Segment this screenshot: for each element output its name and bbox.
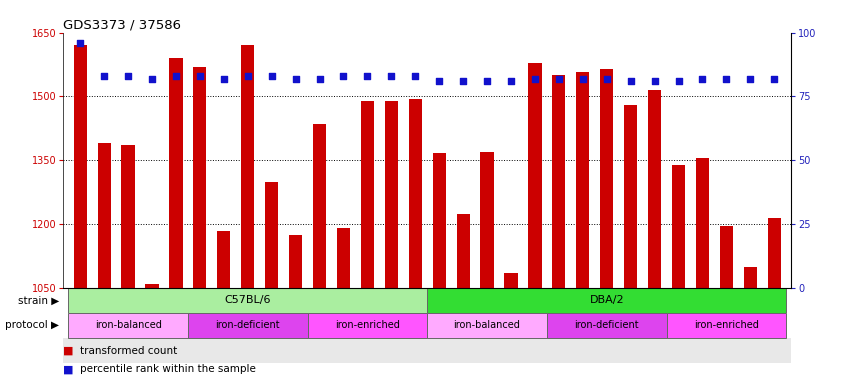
Text: percentile rank within the sample: percentile rank within the sample [80, 364, 256, 374]
Text: iron-balanced: iron-balanced [453, 320, 520, 331]
Bar [552, 75, 565, 288]
Point [576, 76, 590, 82]
Bar [767, 218, 781, 288]
Bar [409, 99, 422, 288]
Point [528, 76, 541, 82]
Bar [146, 284, 158, 288]
Point [481, 78, 494, 84]
Bar [427, 313, 547, 338]
Text: ■: ■ [63, 364, 74, 374]
Point [217, 76, 231, 82]
Point [265, 73, 278, 79]
Text: iron-balanced: iron-balanced [95, 320, 162, 331]
Point [456, 78, 470, 84]
Bar [289, 235, 302, 288]
Point [288, 76, 302, 82]
Point [121, 73, 135, 79]
Bar [122, 146, 135, 288]
Bar [720, 226, 733, 288]
Point [432, 78, 446, 84]
Point [624, 78, 637, 84]
Text: iron-enriched: iron-enriched [694, 320, 759, 331]
Text: iron-deficient: iron-deficient [216, 320, 280, 331]
Point [193, 73, 206, 79]
Point [600, 76, 613, 82]
Text: iron-enriched: iron-enriched [335, 320, 400, 331]
Bar [241, 45, 255, 288]
Bar [576, 72, 590, 288]
Bar [385, 101, 398, 288]
Bar [672, 165, 685, 288]
Bar [337, 228, 350, 288]
Bar [69, 288, 427, 313]
Text: iron-deficient: iron-deficient [574, 320, 639, 331]
Bar [313, 124, 326, 288]
Point [360, 73, 374, 79]
Point [504, 78, 518, 84]
Bar [74, 45, 87, 288]
Point [74, 40, 87, 46]
Point [385, 73, 398, 79]
Bar [360, 101, 374, 288]
Bar [188, 313, 308, 338]
Text: C57BL/6: C57BL/6 [224, 295, 271, 306]
Bar [547, 313, 667, 338]
Point [720, 76, 733, 82]
Bar [427, 288, 786, 313]
Point [313, 76, 327, 82]
Bar [481, 152, 494, 288]
Bar [265, 182, 278, 288]
Point [695, 76, 709, 82]
Text: protocol ▶: protocol ▶ [5, 320, 59, 331]
Point [552, 76, 566, 82]
Text: transformed count: transformed count [80, 346, 178, 356]
Text: strain ▶: strain ▶ [18, 295, 59, 306]
Bar [529, 63, 541, 288]
Bar [217, 230, 230, 288]
Bar [504, 273, 518, 288]
Bar [169, 58, 183, 288]
Point [169, 73, 183, 79]
Text: DBA/2: DBA/2 [590, 295, 624, 306]
Bar [744, 267, 757, 288]
Bar [600, 69, 613, 288]
Point [337, 73, 350, 79]
Bar [457, 214, 470, 288]
Point [672, 78, 685, 84]
Point [648, 78, 662, 84]
Bar [696, 158, 709, 288]
Bar [69, 313, 188, 338]
Point [97, 73, 111, 79]
Bar [624, 105, 637, 288]
Point [767, 76, 781, 82]
Point [744, 76, 757, 82]
Point [146, 76, 159, 82]
Point [409, 73, 422, 79]
Bar [97, 143, 111, 288]
Bar [667, 313, 786, 338]
Text: ■: ■ [63, 346, 74, 356]
Bar [648, 90, 662, 288]
Bar [308, 313, 427, 338]
Text: GDS3373 / 37586: GDS3373 / 37586 [63, 18, 181, 31]
Bar [193, 67, 206, 288]
Point [241, 73, 255, 79]
Bar [432, 153, 446, 288]
